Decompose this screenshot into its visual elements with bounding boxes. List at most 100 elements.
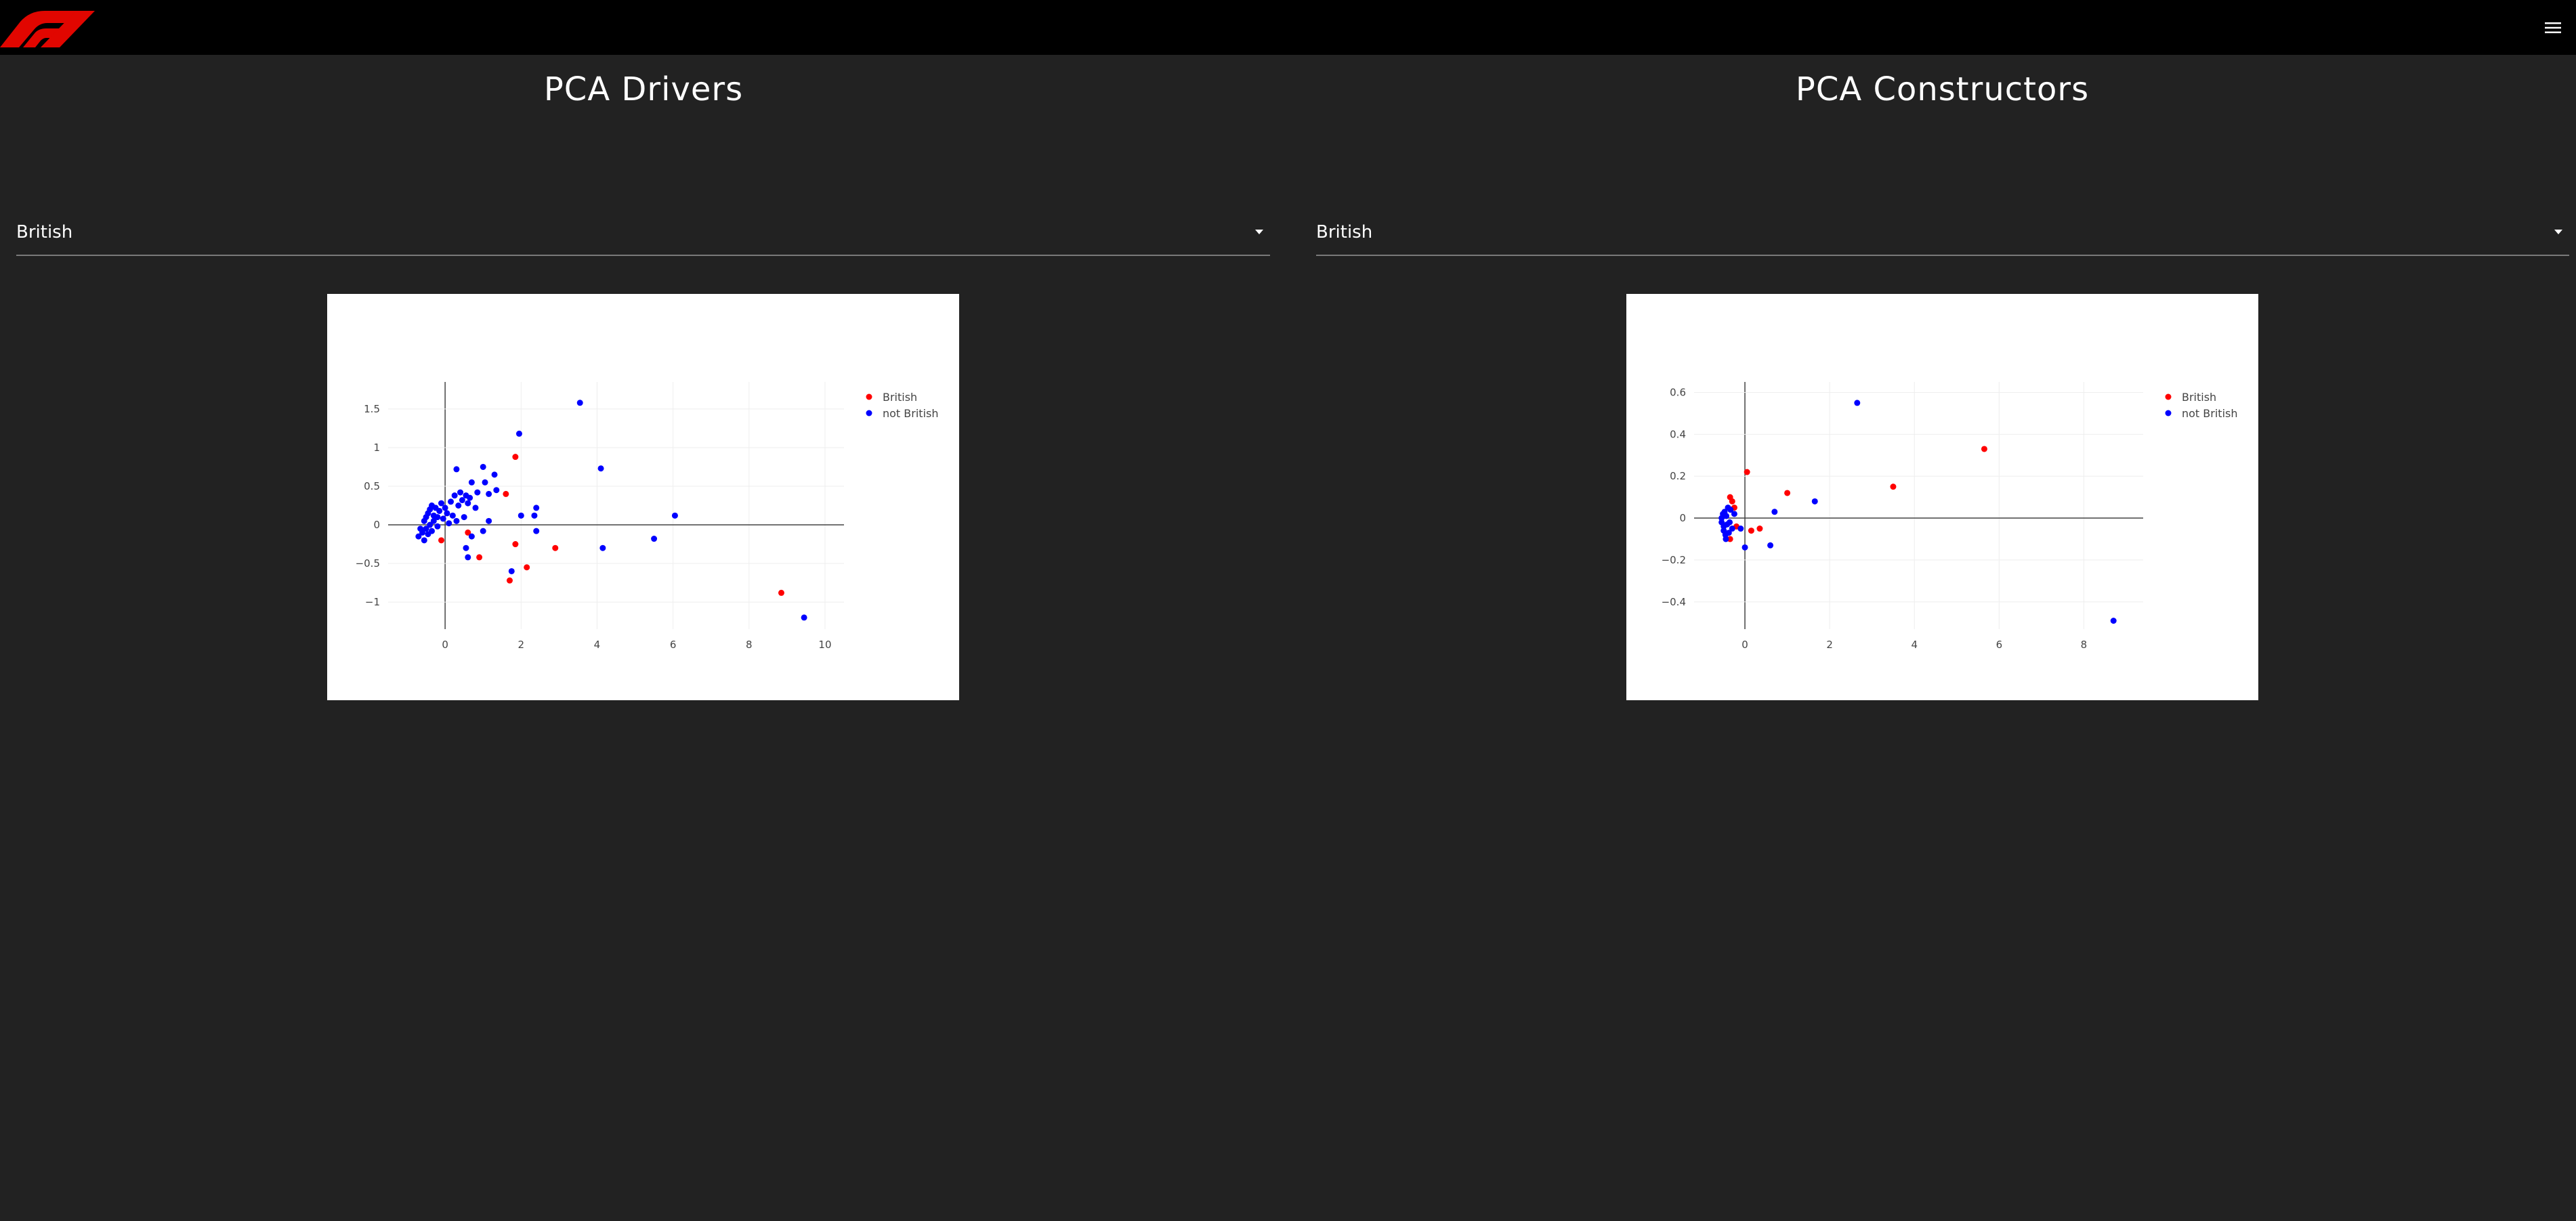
legend-marker[interactable] (2165, 393, 2172, 400)
data-point-not-british[interactable] (446, 520, 452, 527)
legend-label[interactable]: not British (883, 407, 938, 420)
x-tick-label: 0 (442, 639, 448, 651)
data-point-not-british[interactable] (480, 463, 486, 470)
data-point-not-british[interactable] (459, 497, 465, 504)
data-point-not-british[interactable] (455, 502, 462, 509)
data-point-not-british[interactable] (457, 489, 464, 496)
data-point-not-british[interactable] (448, 498, 455, 505)
data-point-not-british[interactable] (449, 512, 456, 519)
legend-marker[interactable] (866, 393, 872, 400)
data-point-british[interactable] (524, 564, 530, 571)
data-point-not-british[interactable] (451, 492, 458, 499)
data-point-not-british[interactable] (597, 465, 604, 472)
legend-marker[interactable] (2165, 410, 2172, 416)
legend-label[interactable]: British (883, 391, 917, 404)
data-point-not-british[interactable] (467, 494, 473, 501)
data-point-not-british[interactable] (423, 526, 429, 532)
data-point-british[interactable] (552, 544, 559, 551)
data-point-not-british[interactable] (440, 515, 446, 522)
data-point-not-british[interactable] (436, 507, 443, 514)
data-point-not-british[interactable] (1729, 526, 1735, 532)
data-point-not-british[interactable] (465, 554, 471, 561)
data-point-not-british[interactable] (1727, 507, 1734, 513)
data-point-not-british[interactable] (1725, 530, 1732, 536)
data-point-not-british[interactable] (434, 514, 441, 521)
data-point-not-british[interactable] (1737, 526, 1744, 532)
data-point-not-british[interactable] (1727, 519, 1733, 526)
y-tick-label: −0.4 (1662, 596, 1686, 608)
data-point-not-british[interactable] (465, 500, 471, 507)
data-point-not-british[interactable] (453, 517, 460, 524)
data-point-not-british[interactable] (463, 544, 469, 551)
data-point-not-british[interactable] (428, 528, 435, 534)
data-point-not-british[interactable] (1811, 498, 1818, 505)
data-point-not-british[interactable] (508, 567, 515, 574)
legend-label[interactable]: British (2182, 391, 2216, 404)
f1-logo-icon[interactable] (0, 7, 112, 47)
data-point-not-british[interactable] (1723, 536, 1729, 542)
data-point-british[interactable] (512, 541, 519, 548)
data-point-not-british[interactable] (444, 510, 450, 517)
constructors-nationality-dropdown[interactable]: British (1316, 215, 2569, 256)
data-point-not-british[interactable] (434, 523, 441, 530)
data-point-not-british[interactable] (533, 528, 540, 534)
data-point-not-british[interactable] (576, 400, 583, 406)
data-point-not-british[interactable] (1731, 511, 1737, 517)
data-point-not-british[interactable] (671, 512, 678, 519)
data-point-not-british[interactable] (430, 517, 437, 524)
data-point-not-british[interactable] (474, 489, 481, 496)
data-point-british[interactable] (1744, 469, 1750, 475)
data-point-not-british[interactable] (415, 533, 422, 540)
data-point-british[interactable] (1748, 528, 1754, 534)
data-point-british[interactable] (512, 454, 519, 460)
data-point-not-british[interactable] (453, 466, 460, 473)
data-point-british[interactable] (1981, 446, 1987, 452)
data-point-not-british[interactable] (1771, 509, 1778, 515)
legend-marker[interactable] (866, 410, 872, 416)
data-point-british[interactable] (1756, 526, 1763, 532)
data-point-not-british[interactable] (486, 517, 492, 524)
data-point-not-british[interactable] (480, 528, 486, 534)
data-point-not-british[interactable] (421, 537, 427, 544)
data-point-not-british[interactable] (801, 614, 807, 621)
data-point-not-british[interactable] (472, 505, 479, 511)
drivers-pca-chart: 0 2 4 6 8 10 −1 −0.5 0 0.5 1 1.5 British not British (327, 294, 959, 700)
data-point-not-british[interactable] (482, 479, 488, 486)
data-point-not-british[interactable] (518, 512, 524, 519)
data-point-not-british[interactable] (533, 505, 540, 511)
data-point-not-british[interactable] (1741, 544, 1748, 551)
data-point-not-british[interactable] (468, 533, 475, 540)
data-point-not-british[interactable] (427, 521, 434, 528)
data-point-british[interactable] (1890, 484, 1897, 490)
data-point-not-british[interactable] (486, 490, 492, 497)
data-point-british[interactable] (1784, 490, 1791, 496)
chevron-down-icon (1255, 230, 1263, 234)
data-point-not-british[interactable] (599, 544, 606, 551)
data-point-british[interactable] (438, 537, 445, 544)
data-point-not-british[interactable] (1767, 542, 1774, 549)
legend-label[interactable]: not British (2182, 407, 2237, 420)
data-point-not-british[interactable] (515, 430, 522, 437)
data-point-not-british[interactable] (2110, 618, 2117, 624)
data-point-not-british[interactable] (493, 487, 500, 494)
drivers-nationality-dropdown[interactable]: British (16, 215, 1270, 256)
data-point-not-british[interactable] (468, 479, 475, 486)
data-point-not-british[interactable] (531, 512, 538, 519)
data-point-not-british[interactable] (1723, 513, 1730, 519)
data-point-not-british[interactable] (419, 529, 425, 536)
data-point-not-british[interactable] (491, 471, 498, 478)
data-point-not-british[interactable] (461, 514, 467, 521)
data-point-not-british[interactable] (651, 536, 658, 542)
data-point-not-british[interactable] (1854, 400, 1861, 406)
data-point-not-british[interactable] (438, 500, 445, 507)
data-point-british[interactable] (1729, 498, 1735, 505)
data-point-british[interactable] (465, 529, 471, 536)
data-point-british[interactable] (503, 490, 509, 497)
x-tick-label: 6 (670, 639, 677, 651)
hamburger-menu-button[interactable] (2530, 0, 2576, 55)
data-point-british[interactable] (506, 577, 513, 584)
data-point-british[interactable] (778, 589, 784, 596)
data-point-not-british[interactable] (442, 505, 448, 511)
data-point-british[interactable] (476, 554, 483, 561)
data-point-british[interactable] (1727, 536, 1733, 542)
